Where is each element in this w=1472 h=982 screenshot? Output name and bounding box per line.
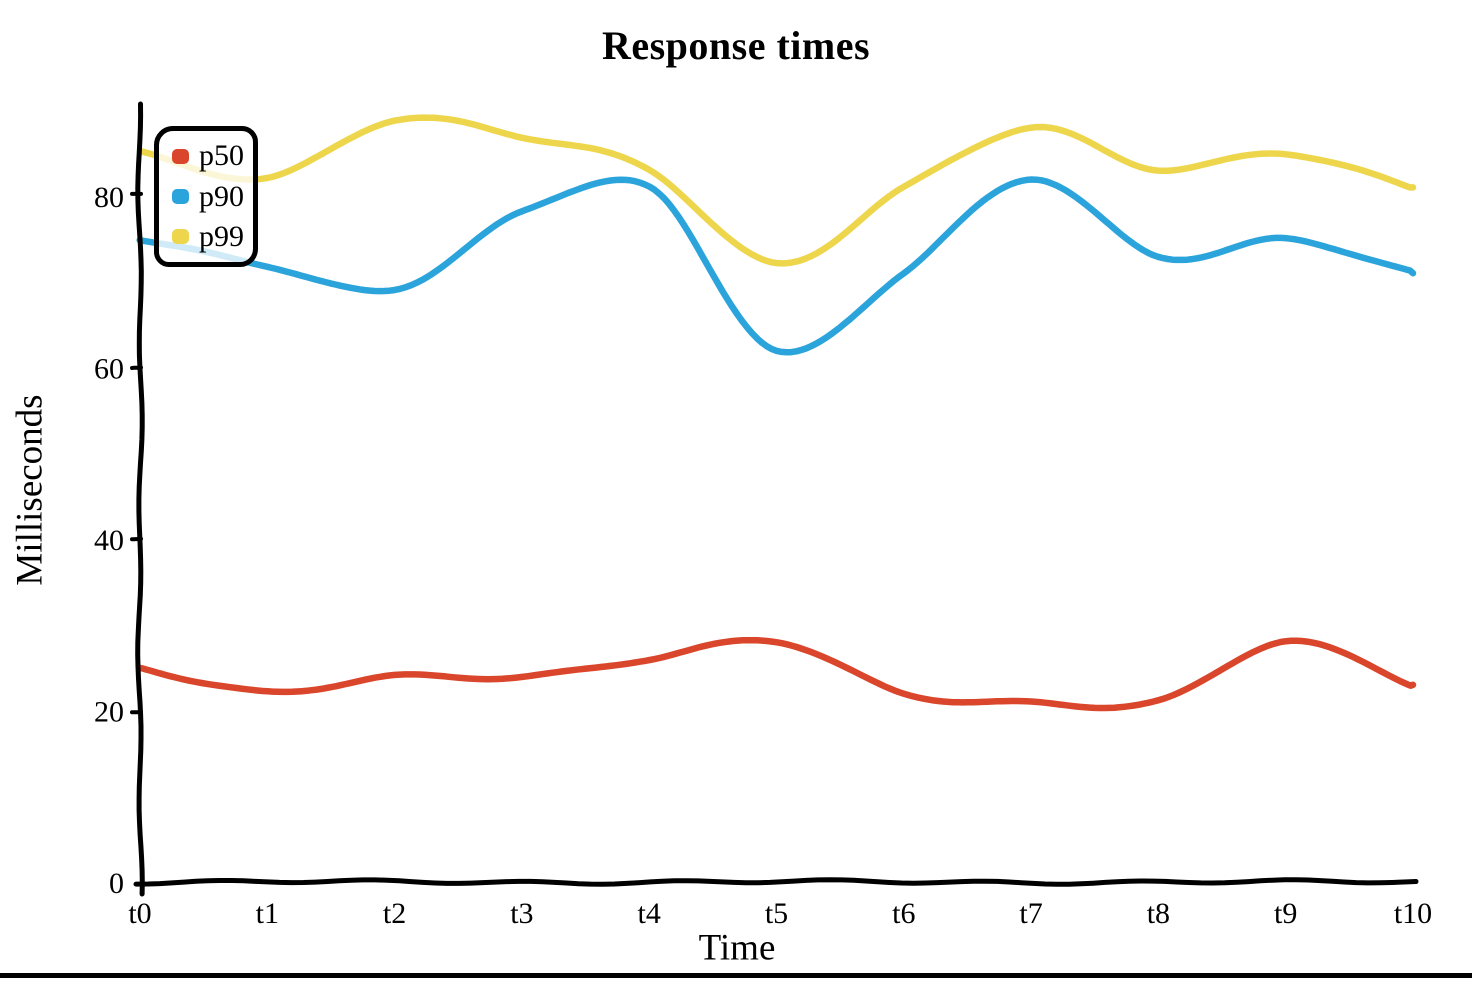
y-tick-label: 20 <box>94 696 124 729</box>
x-tick-label: t10 <box>1394 897 1432 930</box>
y-axis-label: Milliseconds <box>9 394 51 586</box>
y-tick-label: 80 <box>94 181 124 214</box>
x-tick-label: t5 <box>765 897 788 930</box>
x-tick-label: t3 <box>510 897 533 930</box>
x-tick-label: t6 <box>892 897 915 930</box>
p90-line <box>136 176 1417 356</box>
legend-label-p99: p99 <box>199 219 244 253</box>
x-tick-label: t1 <box>256 897 279 930</box>
chart-title: Response times <box>601 23 871 68</box>
legend-box: p50 p90 p99 <box>154 126 258 267</box>
legend-swatch-p99 <box>172 229 189 245</box>
x-tick-label: t4 <box>638 897 661 930</box>
x-tick-label: t7 <box>1019 897 1042 930</box>
p99-line <box>136 114 1417 267</box>
x-tick-label: t0 <box>128 897 151 930</box>
x-tick-label: t2 <box>383 897 406 930</box>
x-tick-label: t9 <box>1274 897 1297 930</box>
y-tick-label: 0 <box>109 867 124 900</box>
x-axis <box>133 877 1419 887</box>
page-bottom-rule <box>0 973 1472 978</box>
y-tick <box>130 365 143 370</box>
p50-line <box>137 636 1417 712</box>
x-axis-label: Time <box>698 927 776 969</box>
y-tick-label: 60 <box>94 353 124 386</box>
legend-label-p90: p90 <box>199 179 244 213</box>
y-tick-label: 40 <box>94 524 124 557</box>
y-axis <box>135 101 145 897</box>
legend-swatch-p50 <box>172 148 189 164</box>
legend-item-p50: p50 <box>172 141 253 171</box>
legend-item-p90: p90 <box>172 179 253 213</box>
legend-item-p99: p99 <box>172 219 253 253</box>
legend-label-p50: p50 <box>199 139 244 173</box>
x-tick-label: t8 <box>1147 897 1170 930</box>
legend-swatch-p90 <box>172 189 189 204</box>
